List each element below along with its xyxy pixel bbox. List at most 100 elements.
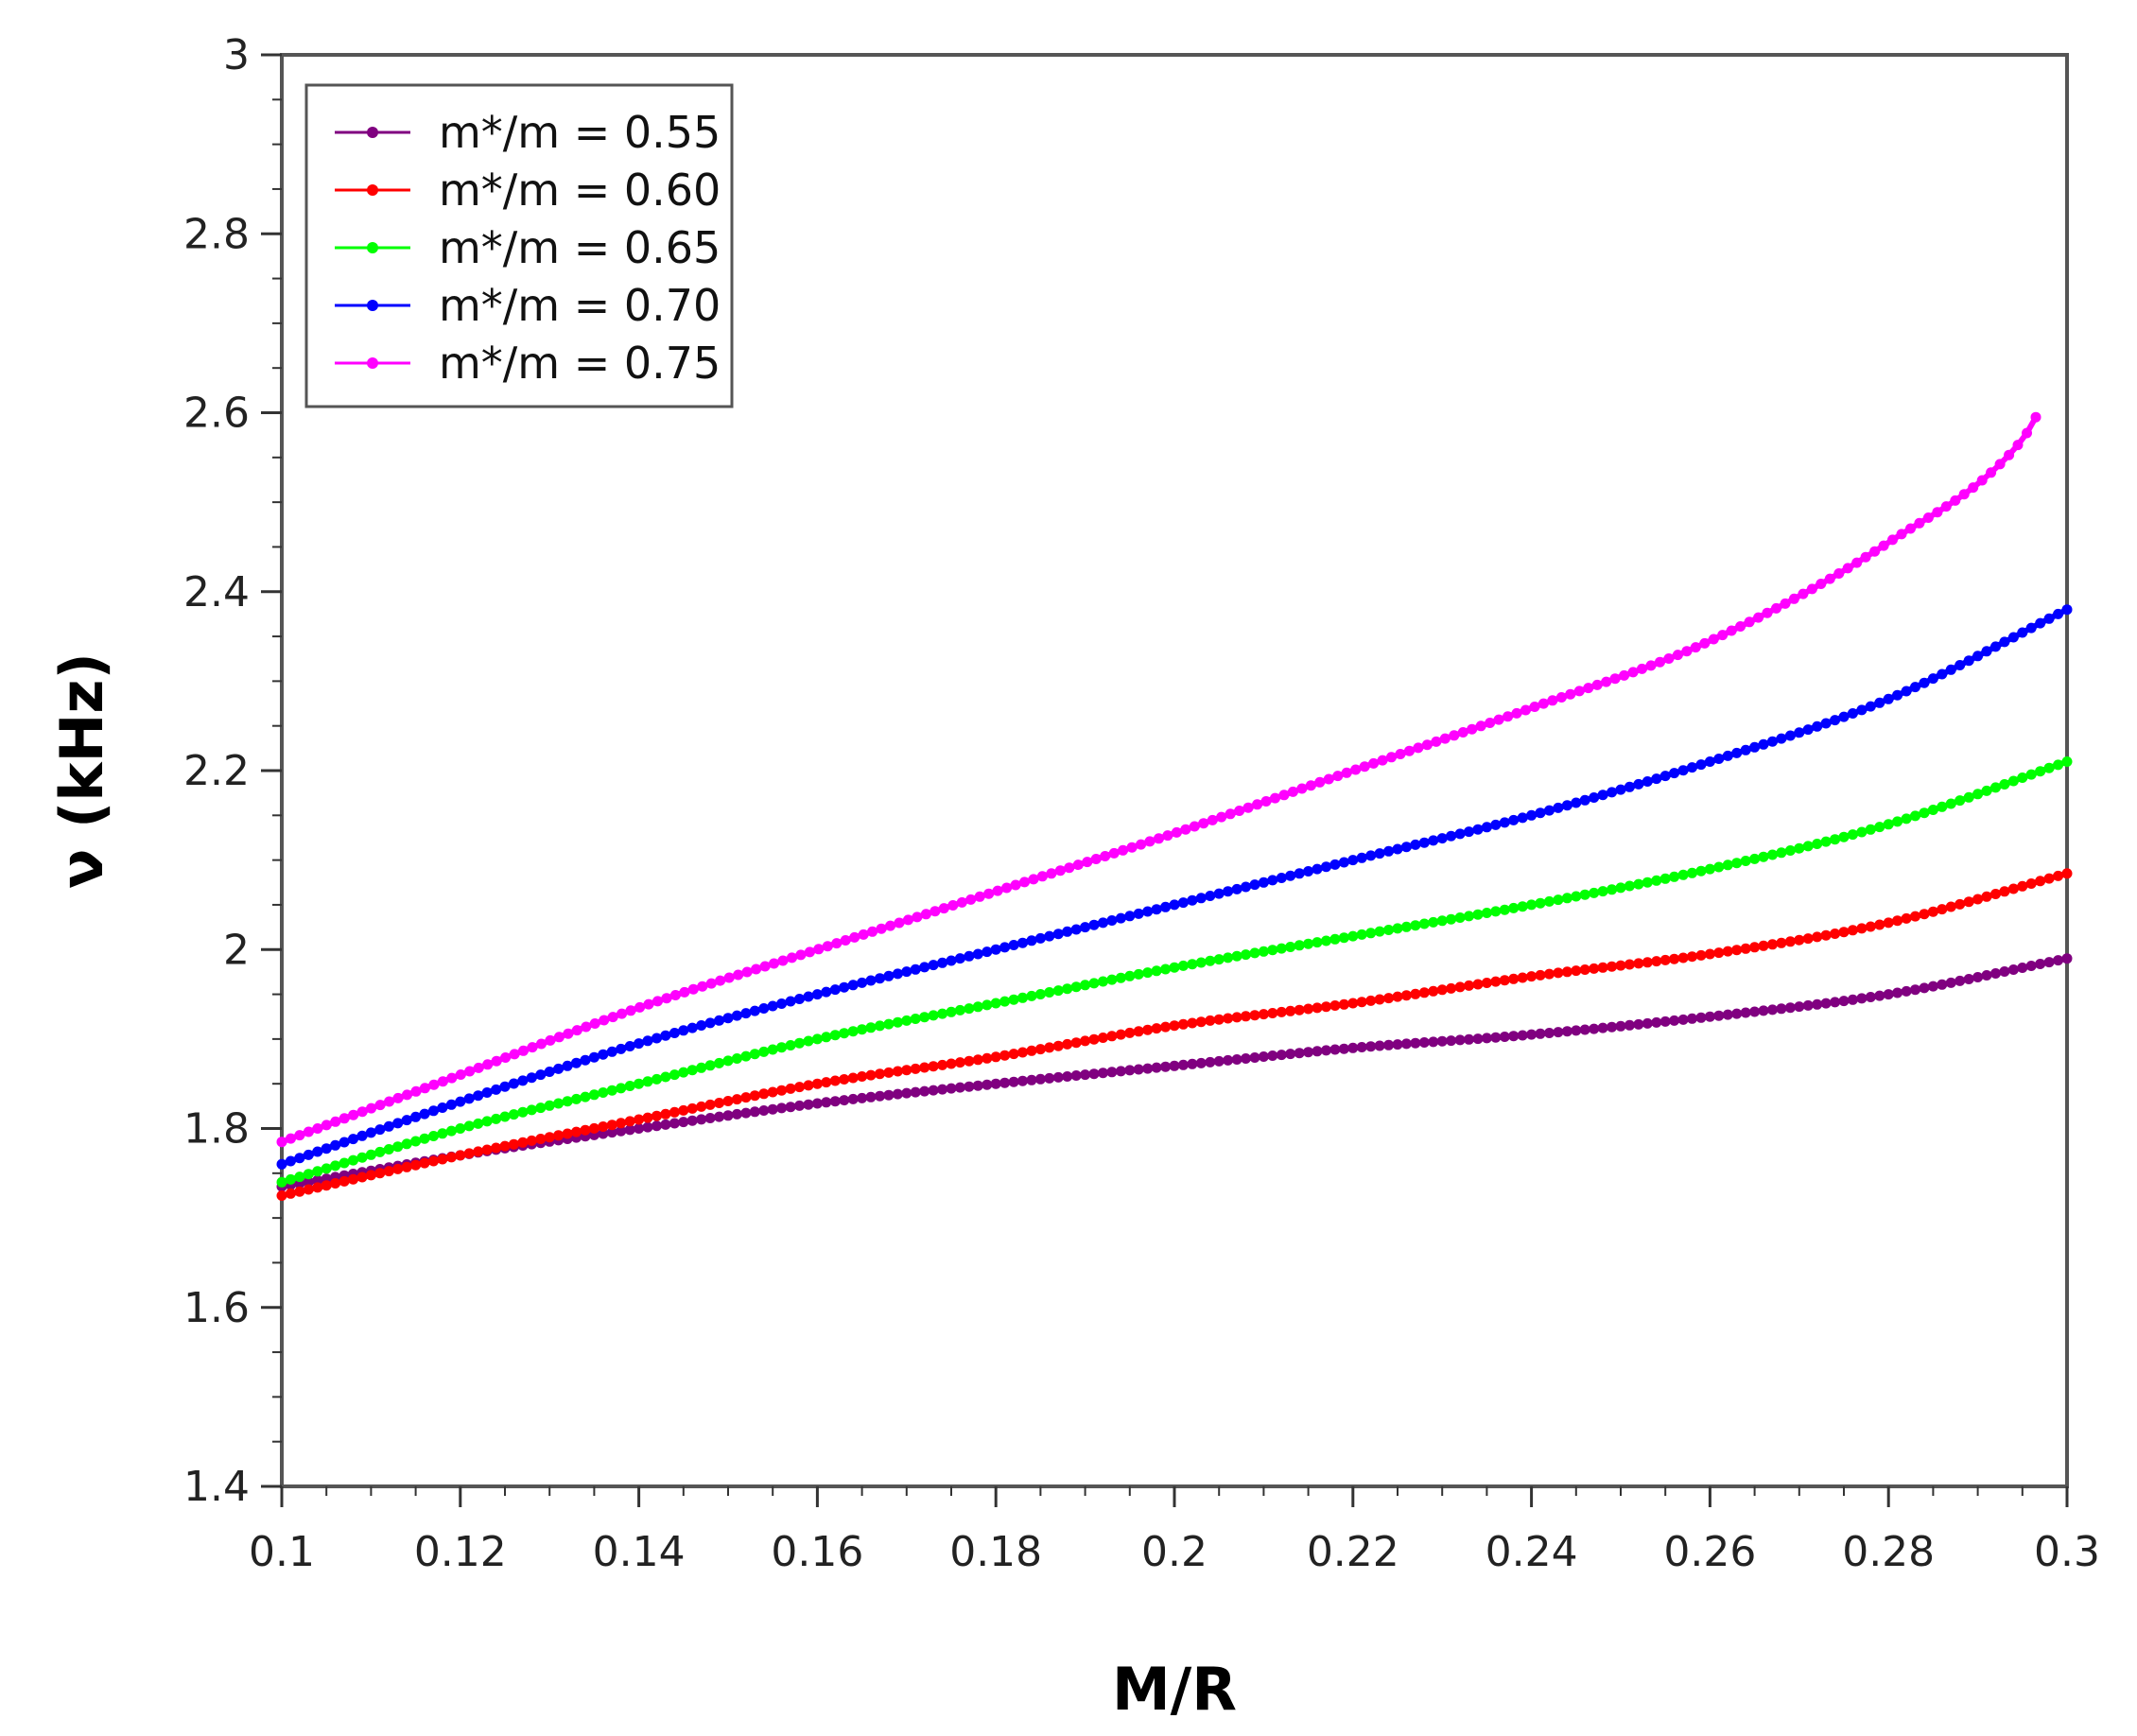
data-point bbox=[517, 1075, 529, 1086]
data-point bbox=[1249, 1010, 1260, 1021]
data-point bbox=[606, 1127, 617, 1138]
data-point bbox=[1321, 861, 1331, 873]
data-point bbox=[392, 1141, 404, 1153]
data-point bbox=[1927, 981, 1938, 992]
data-point bbox=[1990, 968, 2001, 979]
data-point bbox=[473, 1118, 484, 1129]
data-point bbox=[1177, 1018, 1189, 1030]
data-point bbox=[1026, 1045, 1037, 1056]
data-point bbox=[1026, 935, 1037, 946]
data-point bbox=[1517, 1030, 1528, 1041]
data-point bbox=[1151, 965, 1162, 977]
data-point bbox=[1713, 861, 1725, 873]
data-point bbox=[1681, 646, 1693, 657]
data-point bbox=[1538, 698, 1549, 709]
data-point bbox=[847, 1026, 859, 1037]
data-point bbox=[1383, 1039, 1395, 1050]
data-point bbox=[1252, 799, 1263, 810]
data-point bbox=[1294, 940, 1305, 951]
data-point bbox=[500, 1052, 512, 1063]
data-point bbox=[1544, 1028, 1555, 1038]
data-point bbox=[794, 1037, 805, 1049]
data-point bbox=[1034, 1044, 1046, 1055]
data-point bbox=[481, 1144, 493, 1155]
data-point bbox=[1499, 817, 1510, 828]
data-point bbox=[1133, 1026, 1144, 1037]
data-point bbox=[1133, 908, 1144, 919]
data-point bbox=[1177, 960, 1189, 971]
data-point bbox=[849, 931, 860, 943]
data-point bbox=[2025, 622, 2037, 634]
data-point bbox=[954, 1057, 965, 1068]
data-point bbox=[776, 1085, 788, 1096]
data-point bbox=[1098, 976, 1108, 987]
data-point bbox=[1794, 842, 1805, 854]
legend-label: m*/m = 0.65 bbox=[439, 222, 721, 273]
data-point bbox=[1561, 1026, 1572, 1037]
data-point bbox=[1704, 1011, 1715, 1022]
data-point bbox=[1722, 750, 1733, 761]
data-point bbox=[990, 944, 1001, 955]
data-point bbox=[1499, 1032, 1510, 1042]
data-point bbox=[1088, 978, 1100, 989]
data-point bbox=[1312, 1046, 1323, 1057]
data-point bbox=[374, 1100, 386, 1111]
data-point bbox=[1285, 1005, 1296, 1016]
data-point bbox=[634, 1038, 645, 1050]
data-point bbox=[1624, 959, 1635, 970]
data-point bbox=[1356, 997, 1367, 1008]
data-point bbox=[1874, 697, 1885, 708]
data-point bbox=[1945, 977, 1956, 988]
data-point bbox=[1392, 991, 1403, 1002]
data-point bbox=[982, 1079, 993, 1090]
series-5 bbox=[276, 411, 2041, 1148]
data-point bbox=[428, 1155, 439, 1167]
data-point bbox=[2061, 953, 2073, 964]
data-point bbox=[481, 1116, 493, 1127]
data-point bbox=[616, 1125, 627, 1137]
data-point bbox=[1332, 771, 1344, 782]
data-point bbox=[1195, 893, 1207, 904]
data-point bbox=[767, 1000, 778, 1012]
data-point bbox=[1972, 789, 1984, 800]
data-point bbox=[1651, 1016, 1662, 1028]
data-point bbox=[1937, 801, 1948, 812]
data-point bbox=[1205, 1056, 1216, 1068]
data-point bbox=[517, 1106, 529, 1118]
data-point bbox=[1446, 982, 1457, 994]
data-point bbox=[1744, 616, 1755, 628]
data-point bbox=[731, 1053, 742, 1064]
data-point bbox=[1267, 1050, 1278, 1061]
data-point bbox=[374, 1124, 386, 1136]
data-point bbox=[1561, 893, 1572, 904]
y-tick-label: 2.4 bbox=[183, 568, 250, 616]
data-point bbox=[2035, 876, 2046, 887]
data-point bbox=[1341, 767, 1352, 778]
data-point bbox=[526, 1135, 537, 1146]
data-point bbox=[1436, 915, 1448, 927]
data-point bbox=[1758, 851, 1769, 862]
data-point bbox=[1241, 881, 1251, 893]
data-point bbox=[634, 1123, 645, 1134]
data-point bbox=[1784, 845, 1796, 856]
data-point bbox=[1669, 768, 1680, 779]
data-point bbox=[1428, 916, 1439, 928]
data-point bbox=[1216, 811, 1227, 823]
data-point bbox=[1919, 807, 1930, 819]
data-point bbox=[1213, 1055, 1225, 1067]
data-point bbox=[1267, 875, 1278, 886]
data-point bbox=[1008, 940, 1019, 950]
data-point bbox=[1802, 841, 1814, 852]
data-point bbox=[624, 1041, 635, 1051]
data-point bbox=[2053, 955, 2064, 966]
data-point bbox=[1722, 1009, 1733, 1020]
data-point bbox=[401, 1138, 412, 1150]
data-point bbox=[1034, 932, 1046, 944]
data-point bbox=[1892, 915, 1903, 927]
data-point bbox=[1124, 970, 1136, 981]
data-point bbox=[330, 1139, 341, 1151]
y-tick-label: 1.6 bbox=[183, 1284, 250, 1332]
data-point bbox=[410, 1159, 422, 1171]
data-point bbox=[1830, 929, 1841, 939]
data-point bbox=[1223, 1013, 1234, 1024]
